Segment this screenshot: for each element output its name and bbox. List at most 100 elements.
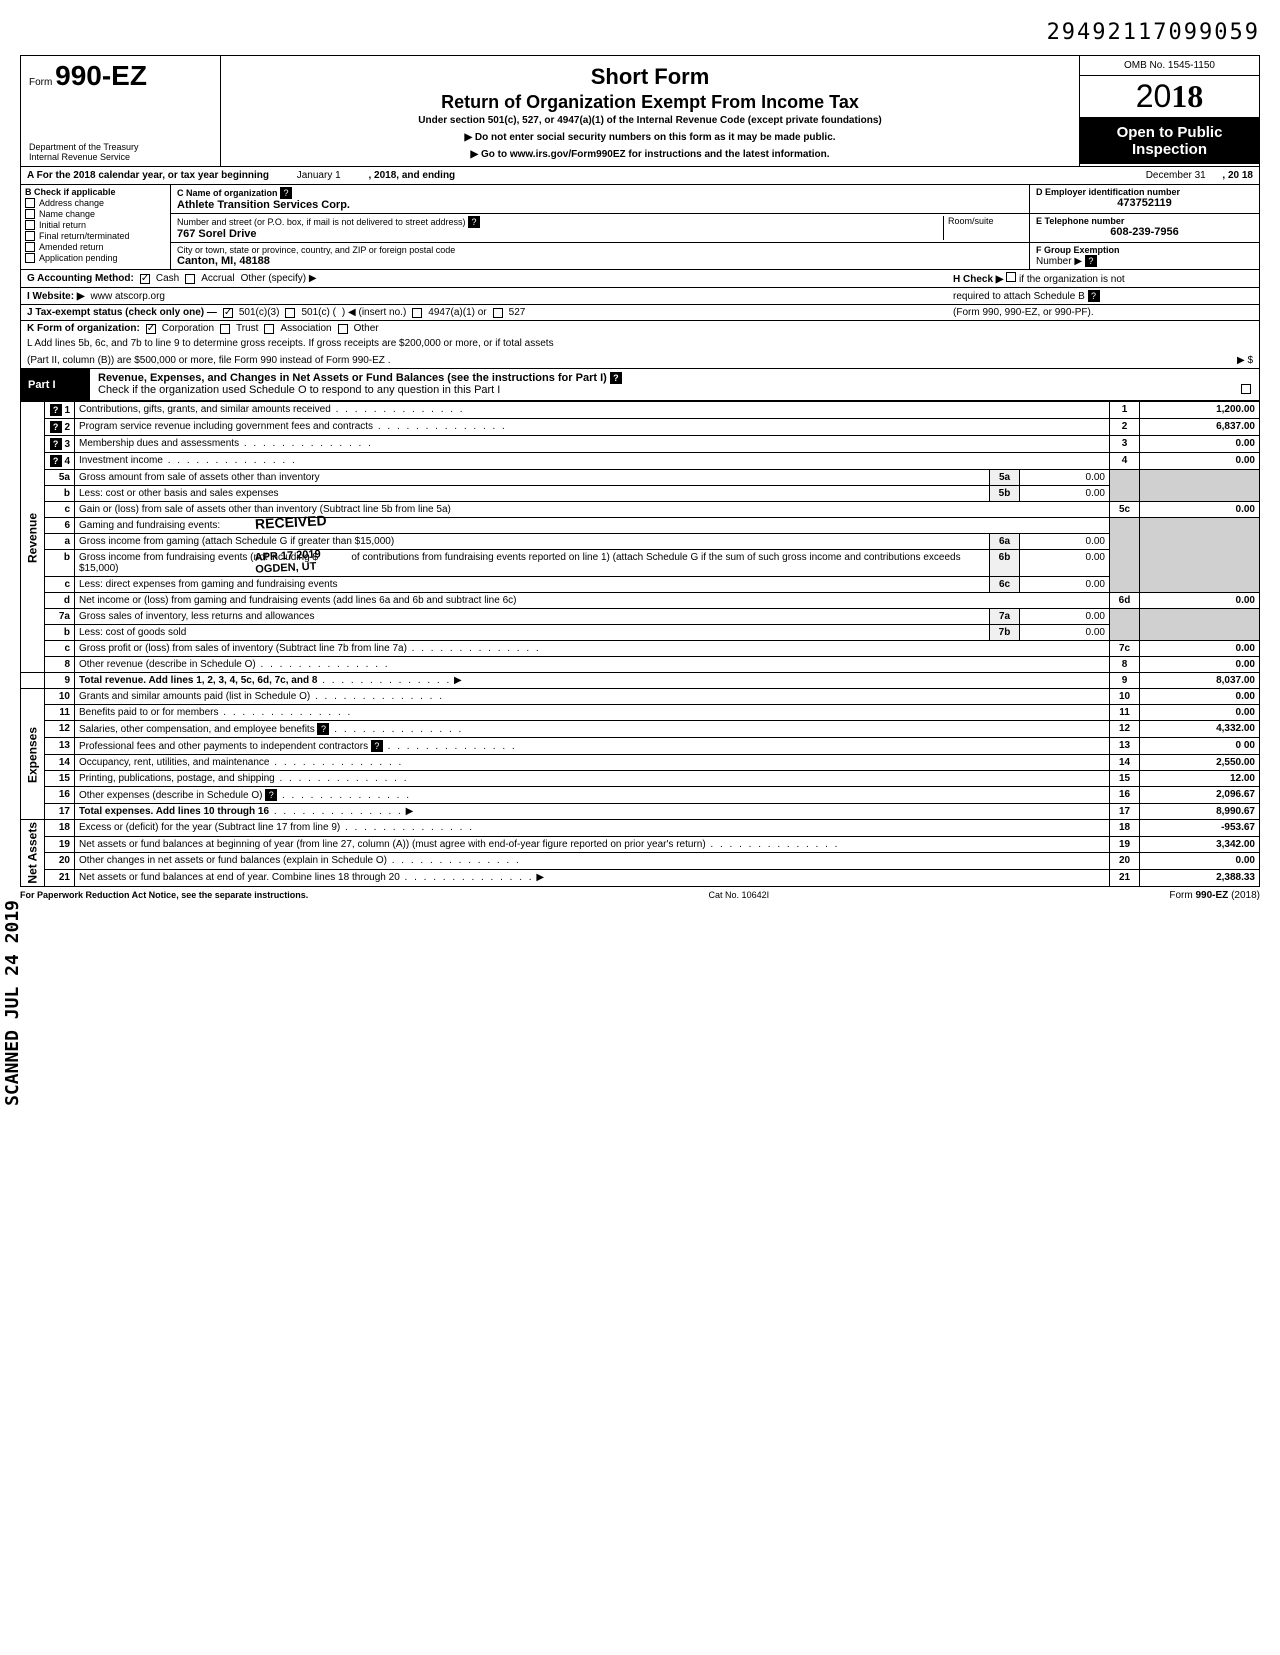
h-label: H Check ▶: [953, 274, 1003, 285]
line2-amount: 6,837.00: [1140, 419, 1260, 436]
help-icon[interactable]: ?: [610, 372, 622, 384]
chk-address-change[interactable]: [25, 198, 35, 208]
help-icon[interactable]: ?: [50, 455, 62, 467]
line6a-num: a: [45, 534, 75, 550]
line18-num: 18: [45, 820, 75, 837]
line11-desc: Benefits paid to or for members: [79, 707, 219, 718]
group-label2: Number ▶: [1036, 256, 1082, 267]
chk-initial-return[interactable]: [25, 220, 35, 230]
line19-num: 19: [45, 836, 75, 853]
chk-final-return[interactable]: [25, 231, 35, 241]
lbl-name-change: Name change: [39, 209, 95, 219]
lbl-other-method: Other (specify) ▶: [241, 273, 317, 284]
room-label: Room/suite: [948, 216, 1023, 226]
header-left: Form 990-EZ Department of the Treasury I…: [21, 56, 221, 166]
title-return: Return of Organization Exempt From Incom…: [231, 92, 1069, 113]
line6b-num: b: [45, 550, 75, 577]
chk-other-org[interactable]: [338, 324, 348, 334]
received-date-stamp: APR 17 2019 OGDEN, UT: [254, 548, 321, 575]
part1-title-box: Revenue, Expenses, and Changes in Net As…: [90, 369, 1260, 401]
line18-amount: -953.67: [1140, 820, 1260, 837]
line7a-desc: Gross sales of inventory, less returns a…: [79, 611, 314, 622]
section-revenue: Revenue: [21, 402, 45, 673]
line12-desc: Salaries, other compensation, and employ…: [79, 724, 315, 735]
line4-ln: 4: [1110, 453, 1140, 470]
row-g-h: G Accounting Method: Cash Accrual Other …: [20, 270, 1260, 288]
line3-amount: 0.00: [1140, 436, 1260, 453]
l-text2: (Part II, column (B)) are $500,000 or mo…: [27, 355, 390, 366]
lbl-amended-return: Amended return: [39, 242, 104, 252]
chk-trust[interactable]: [220, 324, 230, 334]
row-k: K Form of organization: Corporation Trus…: [20, 321, 1260, 336]
help-icon[interactable]: ?: [50, 404, 62, 416]
line13-amount: 0 00: [1140, 738, 1260, 755]
lbl-other-org: Other: [354, 323, 379, 334]
chk-association[interactable]: [264, 324, 274, 334]
line6c-mv: 0.00: [1020, 577, 1110, 593]
chk-accrual[interactable]: [185, 274, 195, 284]
line9-ln: 9: [1110, 673, 1140, 689]
line5a-num: 5a: [45, 470, 75, 486]
line7b-mn: 7b: [990, 625, 1020, 641]
chk-cash[interactable]: [140, 274, 150, 284]
line12-num: 12: [45, 721, 75, 738]
lbl-final-return: Final return/terminated: [39, 231, 130, 241]
chk-501c3[interactable]: [223, 308, 233, 318]
row-a-left: A For the 2018 calendar year, or tax yea…: [27, 170, 269, 181]
g-label: G Accounting Method:: [27, 273, 134, 284]
chk-amended-return[interactable]: [25, 242, 35, 252]
section-expenses: Expenses: [21, 689, 45, 820]
line14-amount: 2,550.00: [1140, 755, 1260, 771]
tax-year: 20201818: [1080, 76, 1259, 118]
line6c-desc: Less: direct expenses from gaming and fu…: [79, 579, 337, 590]
help-icon[interactable]: ?: [50, 438, 62, 450]
row-a-mid: , 2018, and ending: [368, 170, 455, 181]
chk-4947[interactable]: [412, 308, 422, 318]
help-icon[interactable]: ?: [468, 216, 480, 228]
line7b-num: b: [45, 625, 75, 641]
chk-schedule-o-part1[interactable]: [1241, 384, 1251, 394]
chk-501c[interactable]: [285, 308, 295, 318]
line19-desc: Net assets or fund balances at beginning…: [79, 839, 706, 850]
col-cd: C Name of organization ? Athlete Transit…: [171, 185, 1259, 269]
line2-ln: 2: [1110, 419, 1140, 436]
help-icon[interactable]: ?: [317, 723, 329, 735]
line15-ln: 15: [1110, 771, 1140, 787]
line13-num: 13: [45, 738, 75, 755]
line1-ln: 1: [1110, 402, 1140, 419]
line9-num: 9: [45, 673, 75, 689]
help-icon[interactable]: ?: [371, 740, 383, 752]
chk-application-pending[interactable]: [25, 253, 35, 263]
part1-label-box: Part I: [20, 369, 90, 401]
line7b-mv: 0.00: [1020, 625, 1110, 641]
lbl-501c3: 501(c)(3): [239, 307, 280, 318]
help-icon[interactable]: ?: [1088, 290, 1100, 302]
form-number-text: 990-EZ: [55, 60, 147, 91]
line6a-desc: Gross income from gaming (attach Schedul…: [79, 536, 394, 547]
help-icon[interactable]: ?: [50, 421, 62, 433]
chk-corporation[interactable]: [146, 324, 156, 334]
line7a-num: 7a: [45, 609, 75, 625]
line21-amount: 2,388.33: [1140, 869, 1260, 886]
help-icon[interactable]: ?: [265, 789, 277, 801]
chk-name-change[interactable]: [25, 209, 35, 219]
dept-line1: Department of the Treasury: [29, 142, 212, 152]
line6b-mv: 0.00: [1020, 550, 1110, 577]
chk-schedule-b[interactable]: [1006, 272, 1016, 282]
h-text3: (Form 990, 990-EZ, or 990-PF).: [953, 307, 1094, 318]
line8-ln: 8: [1110, 657, 1140, 673]
form-header: Form 990-EZ Department of the Treasury I…: [20, 55, 1260, 167]
line5a-mn: 5a: [990, 470, 1020, 486]
received-stamp: RECEIVED: [255, 512, 327, 532]
line6c-num: c: [45, 577, 75, 593]
line5c-ln: 5c: [1110, 502, 1140, 518]
section-netassets: Net Assets: [21, 820, 45, 887]
chk-527[interactable]: [493, 308, 503, 318]
help-icon[interactable]: ?: [280, 187, 292, 199]
document-locator-number: 29492117099059: [20, 20, 1260, 45]
line5b-mv: 0.00: [1020, 486, 1110, 502]
help-icon[interactable]: ?: [1085, 255, 1097, 267]
part1-title: Revenue, Expenses, and Changes in Net As…: [98, 372, 607, 384]
street-label: Number and street (or P.O. box, if mail …: [177, 217, 465, 227]
line8-amount: 0.00: [1140, 657, 1260, 673]
